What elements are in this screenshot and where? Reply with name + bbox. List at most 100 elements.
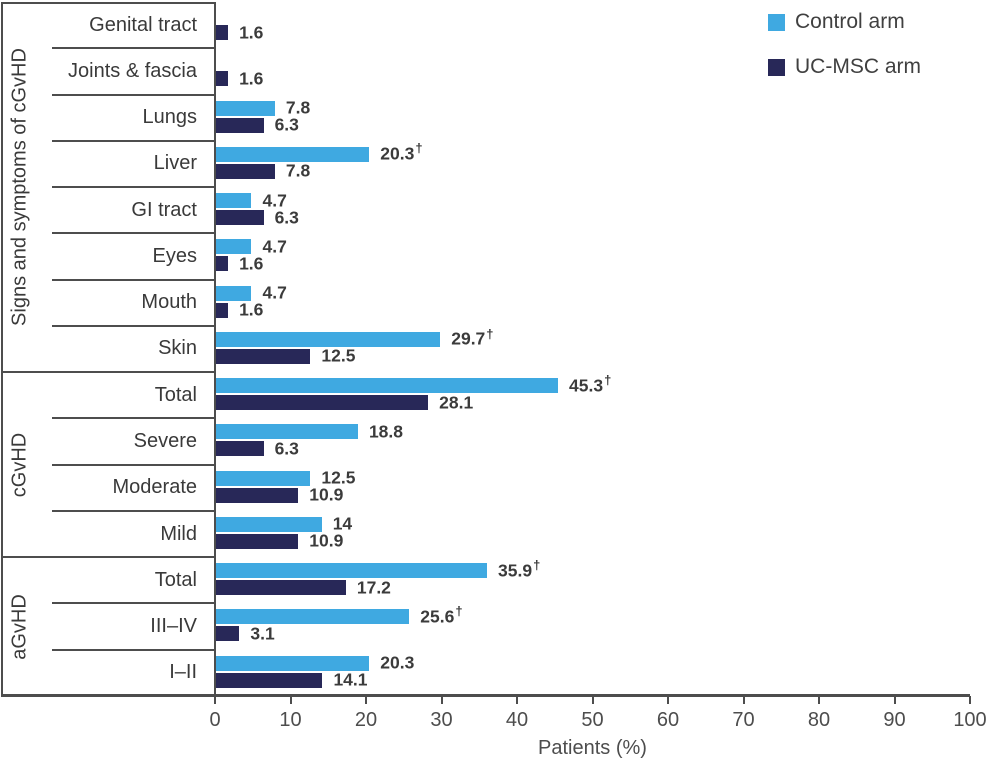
label-column-top-border	[1, 2, 215, 4]
x-tick-label: 40	[505, 709, 529, 731]
row-separator	[52, 648, 215, 651]
category-label: I–II	[169, 661, 197, 684]
control-arm-bar	[216, 516, 322, 532]
legend-item-ucmsc: UC-MSC arm	[768, 55, 921, 79]
ucmsc-value-label: 1.6	[239, 253, 264, 274]
category-label: GI tract	[131, 198, 197, 221]
x-tick	[591, 696, 594, 704]
category-label: Severe	[133, 430, 197, 453]
x-tick	[818, 696, 820, 704]
x-tick-label: 100	[953, 709, 987, 731]
x-tick	[289, 696, 292, 704]
ucmsc-value-label: 1.6	[239, 299, 264, 320]
x-tick	[516, 696, 518, 704]
x-tick	[969, 696, 971, 704]
category-label: Moderate	[112, 476, 198, 499]
ucmsc-arm-bar	[216, 626, 240, 642]
ucmsc-value-label: 14.1	[333, 669, 368, 690]
label-column-left-border	[1, 2, 3, 696]
row-separator	[52, 417, 215, 420]
dagger-symbol: †	[604, 372, 612, 388]
legend-swatch-ucmsc-arm	[768, 59, 785, 76]
row-separator	[52, 232, 215, 235]
row-separator	[52, 602, 215, 605]
ucmsc-value-label: 6.3	[274, 438, 299, 459]
ucmsc-value-label: 28.1	[439, 392, 474, 413]
x-tick	[893, 696, 896, 704]
ucmsc-value-label: 10.9	[309, 530, 344, 551]
row-separator	[52, 278, 215, 281]
row-separator	[52, 509, 215, 512]
ucmsc-arm-bar	[216, 117, 264, 133]
ucmsc-arm-bar	[216, 25, 229, 40]
ucmsc-arm-bar	[216, 302, 229, 318]
y-axis-line	[214, 2, 216, 696]
control-value-label: 4.7	[262, 190, 287, 211]
ucmsc-arm-bar	[216, 256, 229, 272]
control-value-label: 18.8	[368, 421, 403, 442]
x-tick-label: 70	[732, 709, 755, 731]
ucmsc-arm-bar	[216, 487, 299, 503]
control-arm-bar	[216, 424, 358, 440]
category-label: Mouth	[141, 291, 197, 314]
ucmsc-value-label: 7.8	[285, 160, 311, 181]
x-tick-label: 0	[209, 709, 221, 731]
group-separator	[1, 371, 215, 374]
category-label: Lungs	[142, 106, 198, 129]
category-label: Total	[154, 568, 197, 591]
x-tick	[214, 696, 216, 704]
category-label: Mild	[160, 522, 197, 545]
x-tick-label: 90	[883, 709, 906, 731]
ucmsc-value-label: 17.2	[356, 577, 391, 598]
ucmsc-arm-bar	[216, 672, 323, 688]
control-arm-bar	[216, 331, 441, 347]
row-separator	[52, 186, 215, 189]
ucmsc-value-label: 6.3	[274, 207, 299, 228]
ucmsc-value-label: 3.1	[250, 623, 275, 644]
control-arm-bar	[216, 100, 275, 116]
x-tick-label: 50	[581, 709, 604, 731]
row-separator	[52, 47, 215, 50]
category-label: III–IV	[150, 615, 197, 638]
category-label: Skin	[158, 337, 197, 360]
legend-label-control-arm: Control arm	[795, 10, 905, 33]
control-value-label: 14	[332, 513, 353, 534]
row-separator	[52, 139, 215, 142]
ucmsc-arm-bar	[216, 580, 346, 596]
x-axis-line	[1, 694, 970, 697]
control-value-label: 4.7	[262, 282, 287, 303]
ucmsc-value-label: 1.6	[239, 68, 264, 89]
group-label-signs-and-symptoms-of-cgvhd: Signs and symptoms of cGvHD	[8, 48, 31, 326]
ucmsc-arm-bar	[216, 71, 229, 87]
control-value-label: 35.9†	[498, 557, 541, 581]
dagger-symbol: †	[533, 557, 541, 573]
category-label: Liver	[153, 152, 197, 175]
control-value-label: 12.5	[321, 467, 356, 488]
control-arm-bar	[216, 378, 558, 394]
x-tick	[440, 696, 443, 704]
category-label: Genital tract	[89, 13, 197, 36]
control-arm-bar	[216, 239, 252, 255]
ucmsc-arm-bar	[216, 395, 429, 411]
category-label: Total	[154, 383, 197, 406]
control-value-label: 4.7	[262, 236, 287, 257]
x-tick	[742, 696, 745, 704]
control-arm-bar	[216, 146, 370, 162]
legend-label-ucmsc-arm: UC-MSC arm	[795, 55, 921, 78]
ucmsc-value-label: 1.6	[239, 22, 264, 42]
dagger-symbol: †	[455, 603, 463, 619]
x-tick-label: 80	[807, 709, 831, 731]
control-arm-bar	[216, 655, 370, 671]
dagger-symbol: †	[486, 326, 494, 342]
control-value-label: 7.8	[285, 97, 311, 118]
legend-swatch-control-arm	[768, 14, 785, 31]
control-value-label: 20.3	[380, 652, 415, 673]
x-tick-label: 60	[656, 709, 680, 731]
control-arm-bar	[216, 285, 252, 301]
control-arm-bar	[216, 563, 488, 579]
ucmsc-value-label: 12.5	[321, 345, 356, 366]
ucmsc-arm-bar	[216, 210, 264, 226]
control-arm-bar	[216, 470, 311, 486]
ucmsc-arm-bar	[216, 163, 275, 179]
